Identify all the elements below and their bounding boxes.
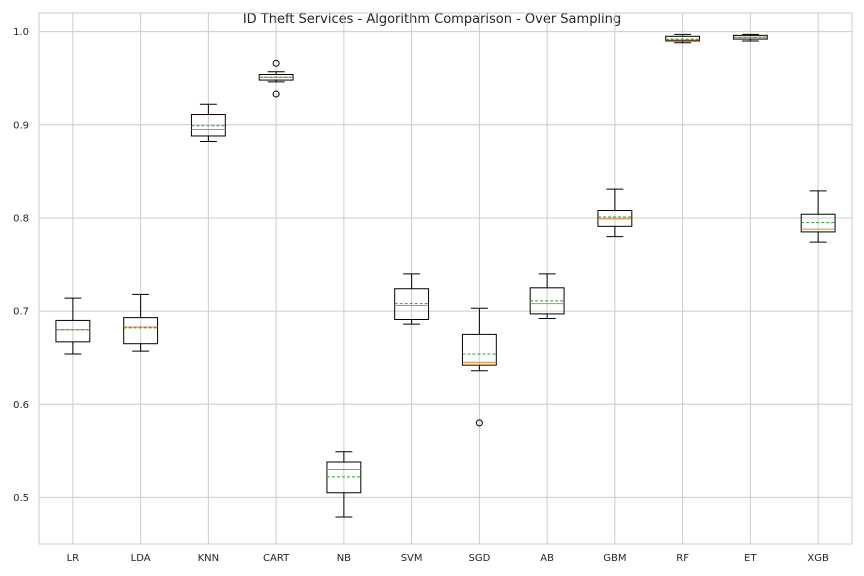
- x-tick-label: SGD: [468, 553, 490, 564]
- box-nb: [326, 451, 362, 518]
- plot-border: [38, 12, 853, 545]
- outlier-point: [272, 90, 280, 98]
- y-tick-label: 0.6: [13, 400, 29, 411]
- boxes-layer: [55, 33, 836, 518]
- x-tick-labels: LR LDA KNN CART NB SVM SGD AB GBM RF ET XGB: [67, 553, 829, 564]
- box-gbm: [597, 188, 633, 238]
- outlier-point: [272, 59, 280, 67]
- box-svm: [394, 273, 430, 325]
- y-tick-label: 0.5: [13, 493, 29, 504]
- iqr-box: [461, 333, 497, 366]
- x-tick-label: NB: [337, 553, 351, 564]
- x-tick-label: CART: [263, 553, 290, 564]
- box-cart: [258, 59, 294, 98]
- box-rf: [665, 33, 701, 44]
- box-knn: [190, 103, 226, 143]
- y-tick-label: 0.7: [13, 307, 29, 318]
- x-tick-label: KNN: [198, 553, 220, 564]
- box-xgb: [800, 190, 836, 243]
- box-et: [732, 33, 768, 42]
- chart-title: ID Theft Services - Algorithm Comparison…: [243, 12, 621, 27]
- grid-layer: [39, 13, 852, 544]
- box-ab: [529, 273, 565, 320]
- y-tick-label: 0.9: [13, 120, 29, 131]
- x-tick-label: LR: [67, 553, 80, 564]
- x-tick-label: GBM: [603, 553, 626, 564]
- y-tick-label: 1.0: [13, 27, 29, 38]
- x-tick-label: AB: [540, 553, 554, 564]
- iqr-box: [55, 319, 91, 343]
- box-lr: [55, 297, 91, 355]
- outlier-point: [475, 419, 483, 427]
- x-tick-label: XGB: [807, 553, 829, 564]
- box-sgd: [461, 307, 497, 427]
- x-tick-label: LDA: [131, 553, 151, 564]
- x-tick-label: ET: [744, 553, 757, 564]
- x-tick-label: SVM: [401, 553, 423, 564]
- box-lda: [123, 293, 159, 352]
- y-tick-label: 0.8: [13, 213, 29, 224]
- y-tick-labels: 0.5 0.6 0.7 0.8 0.9 1.0: [13, 27, 29, 504]
- x-tick-label: RF: [676, 553, 689, 564]
- iqr-box: [123, 317, 159, 345]
- plot-frame: [38, 12, 853, 545]
